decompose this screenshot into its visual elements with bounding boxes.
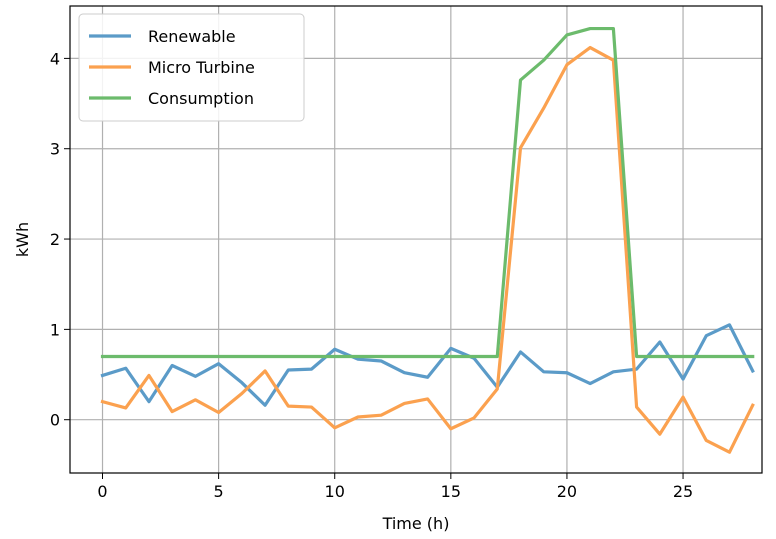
series-line-consumption (100, 26, 755, 359)
x-axis-label: Time (h) (382, 514, 450, 533)
x-tick-label: 20 (557, 482, 577, 501)
y-tick-label: 0 (50, 411, 60, 430)
legend-label: Renewable (148, 27, 236, 46)
x-tick-label: 0 (97, 482, 107, 501)
ticks: 0 5 10 15 20 25 0 1 2 3 4 (50, 49, 693, 501)
y-tick-label: 4 (50, 49, 60, 68)
y-tick-label: 2 (50, 230, 60, 249)
y-tick-label: 1 (50, 320, 60, 339)
x-tick-label: 15 (441, 482, 461, 501)
legend-label: Consumption (148, 89, 254, 108)
series-line-micro-turbine (100, 45, 755, 454)
x-tick-label: 5 (214, 482, 224, 501)
y-tick-label: 3 (50, 140, 60, 159)
legend-box (78, 13, 305, 122)
x-tick-label: 25 (673, 482, 693, 501)
series-lines (100, 26, 755, 454)
legend-label: Micro Turbine (148, 58, 255, 77)
x-tick-label: 10 (325, 482, 345, 501)
y-axis-label: kWh (13, 222, 32, 257)
legend: Renewable Micro Turbine Consumption (78, 13, 305, 122)
series-line-renewable (100, 323, 755, 407)
